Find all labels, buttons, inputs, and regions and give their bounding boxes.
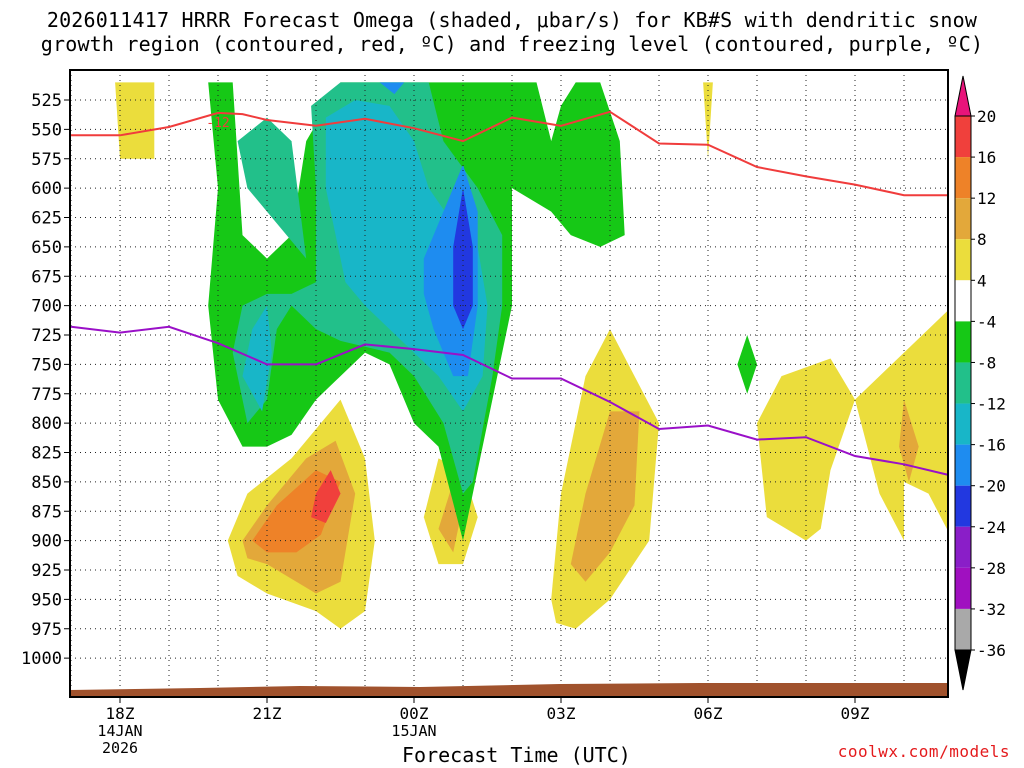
omega-region-19 — [242, 305, 272, 412]
colorbar-bin-4-8 — [955, 239, 971, 281]
colorbar-bin--36--32 — [955, 608, 971, 650]
colorbar-bottom-arrow — [954, 649, 972, 691]
omega-region-0 — [115, 82, 155, 159]
colorbar-label--36: -36 — [977, 641, 1006, 660]
title-line-2: growth region (contoured, red, ºC) and f… — [40, 32, 984, 56]
colorbar: 20 16 12 8 4 -4 -8 -12 -16 -20 -24 -28 -32 -36 — [954, 75, 1006, 691]
x-tick-label-21Z: 21Z — [253, 704, 282, 723]
x-tick-label-00Z: 00Z — [400, 704, 429, 723]
y-tick-label-550: 550 — [31, 120, 62, 140]
freezing-level-line — [70, 325, 948, 476]
x-tick-date-18Z: 14JAN — [97, 722, 142, 740]
y-tick-label-900: 900 — [31, 532, 62, 552]
x-axis-label: Forecast Time (UTC) — [402, 743, 631, 767]
colorbar-bin--4-4 — [955, 280, 971, 322]
omega-region-4 — [757, 358, 855, 541]
colorbar-bin-16-20 — [955, 116, 971, 158]
colorbar-label--32: -32 — [977, 600, 1006, 619]
y-axis: 525 550 575 600 625 650 675 700 725 750 775 800 825 8… — [21, 91, 70, 669]
y-tick-label-625: 625 — [31, 209, 62, 229]
dendritic-isotherm-label: -12 — [206, 116, 229, 131]
colorbar-label--28: -28 — [977, 559, 1006, 578]
omega-region-22 — [453, 188, 473, 330]
colorbar-label-8: 8 — [977, 230, 987, 249]
omega-region-13 — [311, 470, 341, 523]
colorbar-bin-8-12 — [955, 198, 971, 240]
y-tick-label-700: 700 — [31, 297, 62, 317]
terrain-surface — [70, 683, 948, 697]
omega-region-20 — [379, 82, 405, 95]
y-tick-label-875: 875 — [31, 502, 62, 522]
y-tick-label-600: 600 — [31, 179, 62, 199]
omega-shading — [115, 82, 948, 629]
title-line-1: 2026011417 HRRR Forecast Omega (shaded, … — [46, 8, 978, 32]
y-tick-label-675: 675 — [31, 267, 62, 287]
x-tick-label-09Z: 09Z — [841, 704, 870, 723]
y-tick-label-575: 575 — [31, 150, 62, 170]
colorbar-label--24: -24 — [977, 518, 1006, 537]
colorbar-bin--32--28 — [955, 567, 971, 609]
terrain-fill — [70, 683, 948, 697]
y-tick-label-950: 950 — [31, 590, 62, 610]
colorbar-top-arrow — [954, 75, 972, 117]
y-tick-label-975: 975 — [31, 620, 62, 640]
y-tick-label-1000: 1000 — [21, 649, 62, 669]
y-tick-label-925: 925 — [31, 561, 62, 581]
chart-title: 2026011417 HRRR Forecast Omega (shaded, … — [0, 8, 1024, 56]
colorbar-label--20: -20 — [977, 477, 1006, 496]
x-tick-date-00Z: 15JAN — [391, 722, 436, 740]
omega-region-16 — [237, 117, 307, 259]
colorbar-bin-12-16 — [955, 157, 971, 199]
dendritic-isotherm-line — [71, 110, 948, 197]
colorbar-bin--24--20 — [955, 485, 971, 527]
colorbar-label-20: 20 — [977, 107, 996, 126]
y-tick-label-725: 725 — [31, 326, 62, 346]
colorbar-label--4: -4 — [977, 312, 996, 331]
colorbar-label--12: -12 — [977, 395, 1006, 414]
colorbar-bin--12--8 — [955, 362, 971, 404]
x-tick-year-18Z: 2026 — [102, 739, 138, 757]
colorbar-bin--16--12 — [955, 403, 971, 445]
omega-region-9 — [570, 411, 640, 582]
colorbar-label-12: 12 — [977, 189, 996, 208]
x-tick-label-03Z: 03Z — [547, 704, 576, 723]
x-tick-label-18Z: 18Z — [106, 704, 135, 723]
colorbar-label--16: -16 — [977, 436, 1006, 455]
colorbar-label-16: 16 — [977, 148, 996, 167]
y-tick-label-800: 800 — [31, 414, 62, 434]
colorbar-label--8: -8 — [977, 353, 996, 372]
contour-lines: -12 — [70, 110, 948, 476]
y-tick-label-750: 750 — [31, 355, 62, 375]
y-tick-label-525: 525 — [31, 91, 62, 111]
credit-text: coolwx.com/models — [837, 742, 1010, 761]
y-tick-label-825: 825 — [31, 444, 62, 464]
colorbar-bin--8--4 — [955, 321, 971, 363]
colorbar-bin--20--16 — [955, 444, 971, 486]
x-tick-label-06Z: 06Z — [694, 704, 723, 723]
colorbar-label-4: 4 — [977, 271, 987, 290]
y-tick-label-850: 850 — [31, 473, 62, 493]
y-tick-label-650: 650 — [31, 238, 62, 258]
colorbar-bin--28--24 — [955, 526, 971, 568]
omega-region-15 — [737, 335, 757, 394]
plot-frame — [69, 69, 949, 698]
y-tick-label-775: 775 — [31, 385, 62, 405]
